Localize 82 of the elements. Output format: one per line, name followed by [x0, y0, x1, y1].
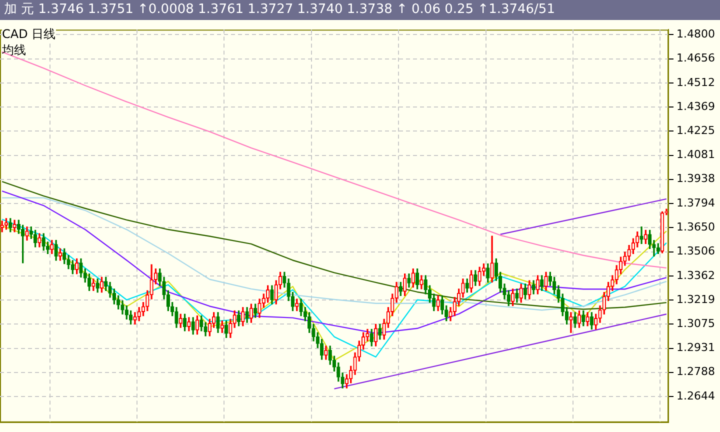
candlestick — [216, 312, 220, 333]
candlestick — [54, 240, 58, 261]
candlestick — [420, 275, 424, 290]
candlestick — [295, 298, 299, 312]
candlestick — [220, 320, 224, 333]
y-tick-label: 1.2644 — [676, 389, 716, 402]
candlestick — [407, 274, 411, 288]
y-tick-label: 1.3506 — [676, 244, 716, 258]
y-tick-label: 1.4800 — [676, 27, 716, 40]
y-tick-label: 1.3938 — [676, 172, 716, 186]
candlestick — [415, 268, 420, 290]
candlestick — [586, 312, 590, 326]
y-tick-label: 1.4225 — [676, 124, 716, 138]
candlestick — [299, 298, 303, 316]
candlestick — [79, 258, 83, 278]
candlestick — [532, 280, 536, 294]
candlestick — [38, 233, 42, 248]
candlestick — [191, 317, 195, 335]
y-tick-label: 1.3650 — [676, 220, 716, 234]
candlestick — [21, 224, 25, 264]
candlestick — [204, 322, 208, 336]
candlestick — [120, 300, 124, 314]
y-tick-label: 1.3219 — [676, 292, 716, 306]
candlestick — [29, 226, 33, 239]
y-tick-label: 1.4081 — [676, 148, 716, 162]
y-tick-label: 1.3075 — [676, 317, 716, 330]
candlestick — [436, 295, 440, 312]
candlestick — [540, 275, 544, 291]
candlestick — [50, 240, 54, 254]
candlestick — [640, 226, 644, 244]
y-tick-label: 1.2788 — [676, 365, 716, 378]
candlestick — [195, 315, 200, 335]
candlestick — [461, 278, 465, 298]
candlestick — [490, 236, 494, 283]
candlestick — [378, 324, 382, 340]
candlestick — [627, 244, 631, 261]
candlestick — [66, 255, 70, 270]
candlestick — [656, 243, 660, 254]
candlestick — [324, 346, 328, 360]
candlestick — [469, 270, 474, 293]
candlestick — [660, 211, 664, 254]
candlestick — [644, 230, 648, 244]
y-tick-label: 1.3794 — [676, 196, 716, 210]
candlestick — [374, 324, 378, 346]
y-tick-label: 1.2931 — [676, 341, 716, 354]
chart-title: CAD 日线 — [2, 26, 56, 43]
candlestick — [411, 268, 415, 288]
candlestick — [236, 310, 241, 326]
candlestick — [258, 298, 262, 318]
candlestick — [108, 282, 112, 298]
candlestick — [465, 278, 469, 293]
candlestick — [582, 310, 586, 326]
candlestick — [174, 307, 178, 328]
candlestick — [515, 288, 519, 303]
candlestick — [25, 226, 29, 241]
text: 加 元 1.3746 1.3751 ↑0.0008 1.3761 1.3727 1.3740 1.3738 ↑ 0.06 0.25 ↑1.3746/51 — [0, 0, 720, 20]
candlestick — [74, 258, 79, 274]
candlestick — [486, 263, 490, 283]
candlestick — [245, 307, 249, 323]
candlestick — [100, 276, 104, 293]
candlestick — [398, 282, 403, 296]
candlestick — [228, 318, 232, 338]
candlestick — [133, 312, 137, 325]
y-tick-label: 1.4656 — [676, 52, 716, 65]
candlestick — [403, 274, 407, 296]
candlestick — [0, 220, 4, 232]
candlestick — [187, 317, 191, 332]
candlestick — [636, 232, 640, 248]
candlestick — [569, 312, 573, 333]
y-tick-label: 1.3362 — [676, 268, 716, 282]
candlestick — [474, 270, 478, 286]
candlestick — [12, 220, 16, 232]
candlestick — [224, 320, 228, 338]
candlestick — [96, 278, 100, 293]
candlestick — [92, 278, 96, 291]
annotation: 均线 — [2, 42, 26, 59]
candlestick — [366, 328, 370, 342]
y-tick-label: 1.4369 — [676, 100, 716, 113]
candlestick — [544, 272, 548, 291]
candlestick — [270, 285, 274, 304]
y-tick-label: 1.4512 — [676, 76, 716, 89]
candlestick — [58, 248, 62, 261]
